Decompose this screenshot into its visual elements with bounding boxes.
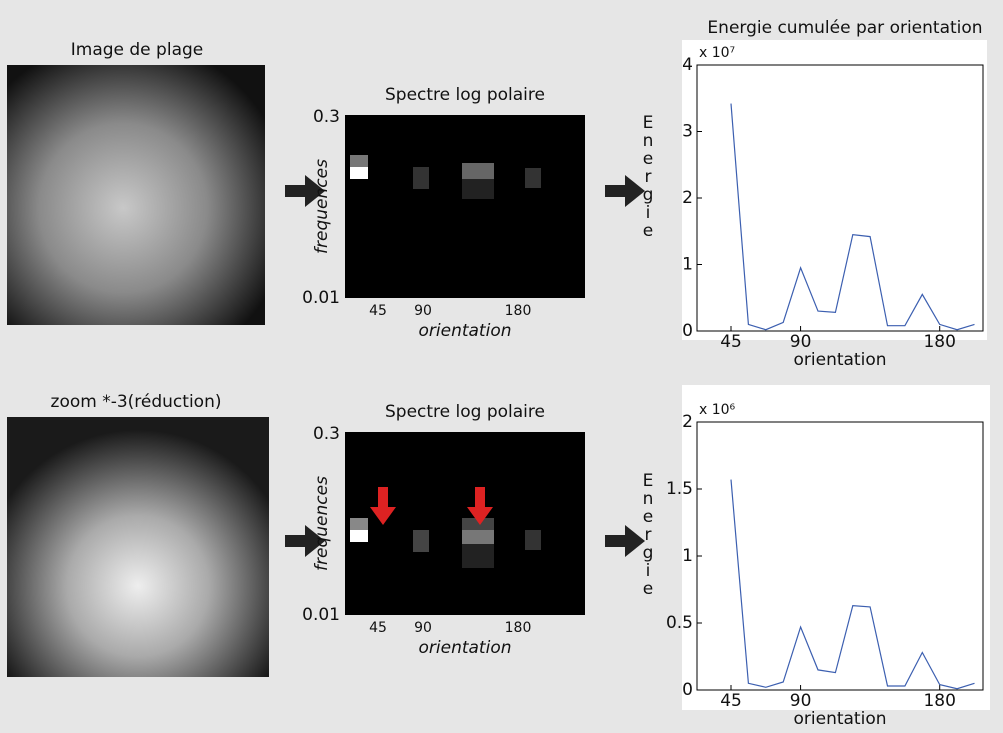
multiplier: x 10⁶ [699,402,736,418]
spectrum-y-bottom: 0.01 [302,605,340,625]
y-tick-label: 1.5 [666,479,693,499]
y-axis-label: Energie [638,471,658,597]
spectrum-y-top: 0.3 [313,107,340,127]
zoom-image [7,417,269,677]
y-tick-label: 1 [682,255,693,275]
x-axis-label: orientation [794,709,887,729]
beach-image [7,65,265,325]
spectrum-1 [345,115,585,298]
spectrum-x-label: orientation [419,321,512,341]
y-tick-label: 3 [682,122,693,142]
multiplier: x 10⁷ [699,45,735,61]
spectrum-y-bottom: 0.01 [302,288,340,308]
x-tick-label: 180 [923,332,955,352]
arrows [285,175,645,557]
y-tick-label: 4 [682,55,693,75]
spectrum-x-tick: 180 [505,620,532,636]
y-axis-label: Energie [638,113,658,239]
spectrum-x-tick: 45 [369,620,387,636]
image-label: Image de plage [71,40,203,60]
spectrum-x-label: orientation [419,638,512,658]
spectrum-x-tick: 180 [505,303,532,319]
spectrum-title: Spectre log polaire [385,85,545,105]
line [730,103,975,331]
x-tick-label: 180 [923,691,955,711]
x-tick-label: 45 [720,332,742,352]
image-label: zoom *-3(réduction) [51,392,222,412]
y-tick-label: 0 [682,680,693,700]
chart-bg [682,40,987,340]
red-arrows [370,487,493,525]
x-axis-label: orientation [794,350,887,370]
spectrum-y-label: frequences [312,159,332,254]
y-tick-label: 2 [682,188,693,208]
spectrum-x-tick: 90 [414,620,432,636]
y-tick-label: 0.5 [666,613,693,633]
chart-title: Energie cumulée par orientation [707,18,982,38]
y-tick-label: 1 [682,546,693,566]
x-tick-label: 90 [790,332,812,352]
spectrum-y-top: 0.3 [313,424,340,444]
y-tick-label: 2 [682,412,693,432]
x-tick-label: 45 [720,691,742,711]
spectrum-y-label: frequences [312,476,332,571]
line [730,479,975,690]
x-tick-label: 90 [790,691,812,711]
spectrum-2 [345,432,585,615]
spectrum-x-tick: 90 [414,303,432,319]
y-tick-label: 0 [682,321,693,341]
chart-bg [682,385,990,710]
spectrum-title: Spectre log polaire [385,402,545,422]
spectrum-x-tick: 45 [369,303,387,319]
